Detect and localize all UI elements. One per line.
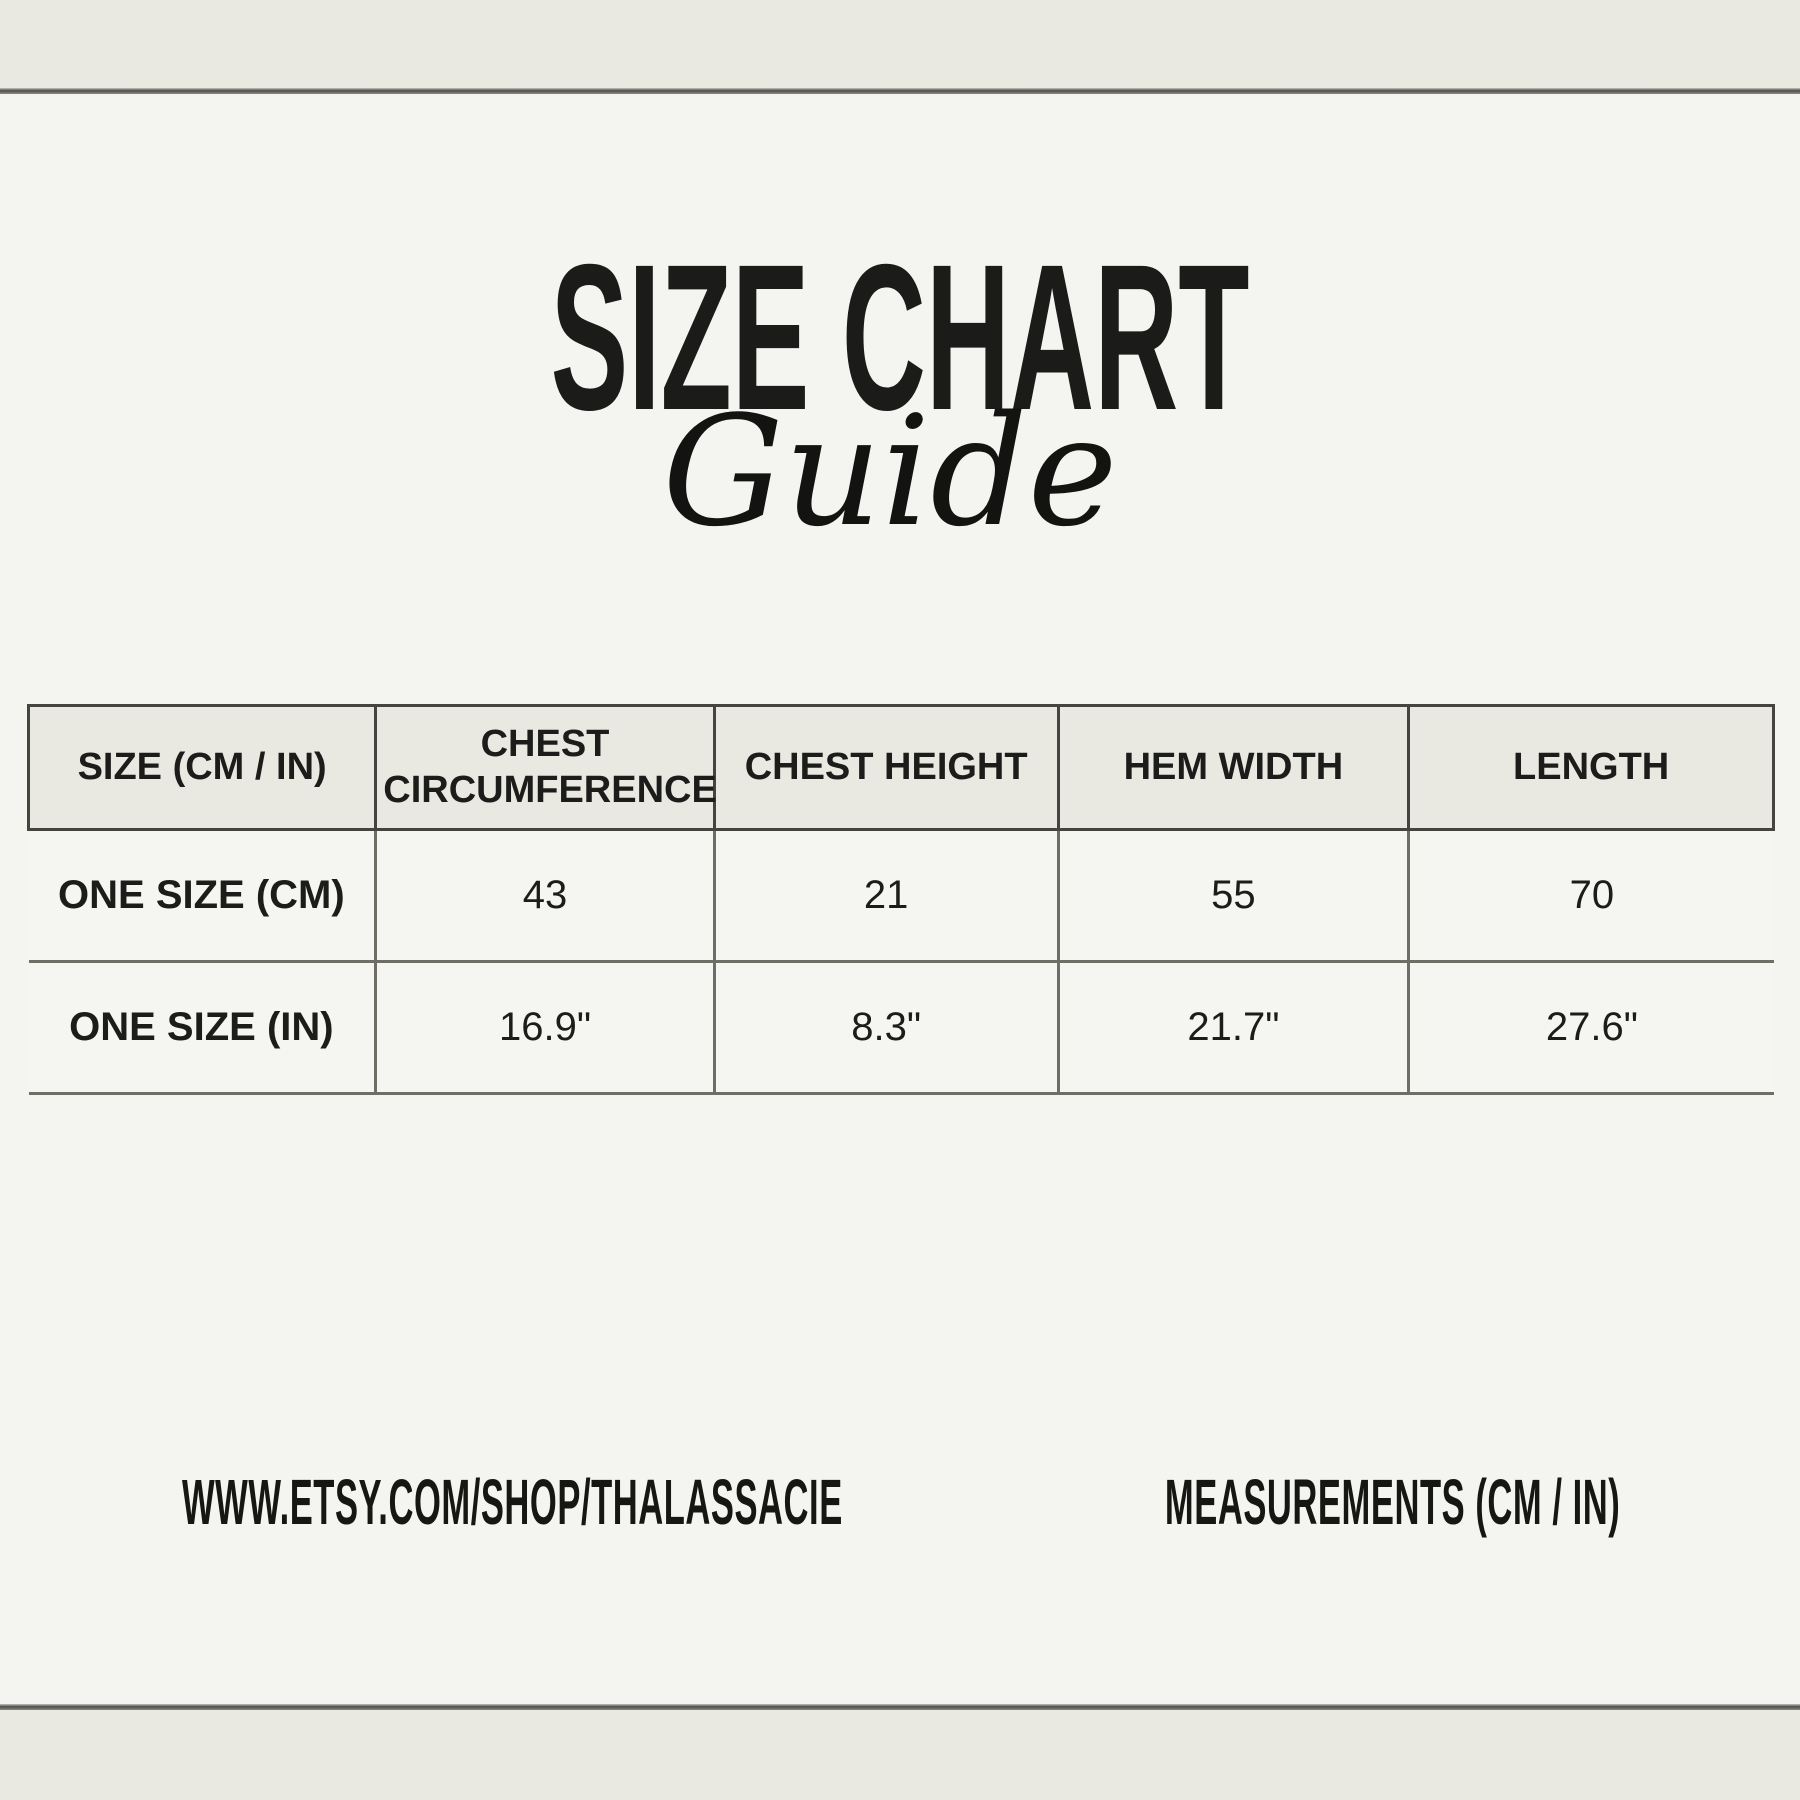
- table-row-cm: ONE SIZE (CM) 43 21 55 70: [28, 829, 1774, 963]
- bottom-divider-line: [0, 1704, 1800, 1710]
- table-cell: 70: [1407, 829, 1774, 963]
- column-header-size: SIZE (CM / IN): [26, 704, 378, 831]
- bottom-band: [0, 1710, 1800, 1800]
- size-table: SIZE (CM / IN) CHEST CIRCUMFERENCE CHEST…: [26, 704, 1775, 1095]
- top-divider-line: [0, 88, 1800, 94]
- table-row-in: ONE SIZE (IN) 16.9" 8.3" 21.7" 27.6": [28, 961, 1774, 1095]
- table-cell: 43: [374, 829, 715, 963]
- column-header-chest-height: CHEST HEIGHT: [712, 704, 1060, 831]
- table-cell: 21.7": [1056, 961, 1409, 1095]
- table-header-row: SIZE (CM / IN) CHEST CIRCUMFERENCE CHEST…: [26, 704, 1775, 831]
- measurements-unit-text: MEASUREMENTS (CM / IN): [1164, 1466, 1620, 1538]
- row-label-cm: ONE SIZE (CM): [28, 829, 376, 963]
- table-cell: 27.6": [1407, 961, 1774, 1095]
- shop-url-text: WWW.ETSY.COM/SHOP/THALASSACIE: [182, 1466, 843, 1538]
- page-title-script: Guide: [662, 383, 1118, 560]
- top-band: [0, 0, 1800, 88]
- column-header-length: LENGTH: [1407, 704, 1775, 831]
- column-header-hem-width: HEM WIDTH: [1056, 704, 1411, 831]
- table-cell: 8.3": [712, 961, 1059, 1095]
- column-header-chest-circumference: CHEST CIRCUMFERENCE: [374, 704, 717, 831]
- table-cell: 21: [712, 829, 1059, 963]
- page-title: SIZE CHART: [550, 222, 1250, 454]
- table-cell: 16.9": [374, 961, 715, 1095]
- table-cell: 55: [1056, 829, 1409, 963]
- size-table-container: SIZE (CM / IN) CHEST CIRCUMFERENCE CHEST…: [26, 704, 1775, 1095]
- title-block: SIZE CHART: [0, 234, 1800, 442]
- row-label-in: ONE SIZE (IN): [28, 961, 376, 1095]
